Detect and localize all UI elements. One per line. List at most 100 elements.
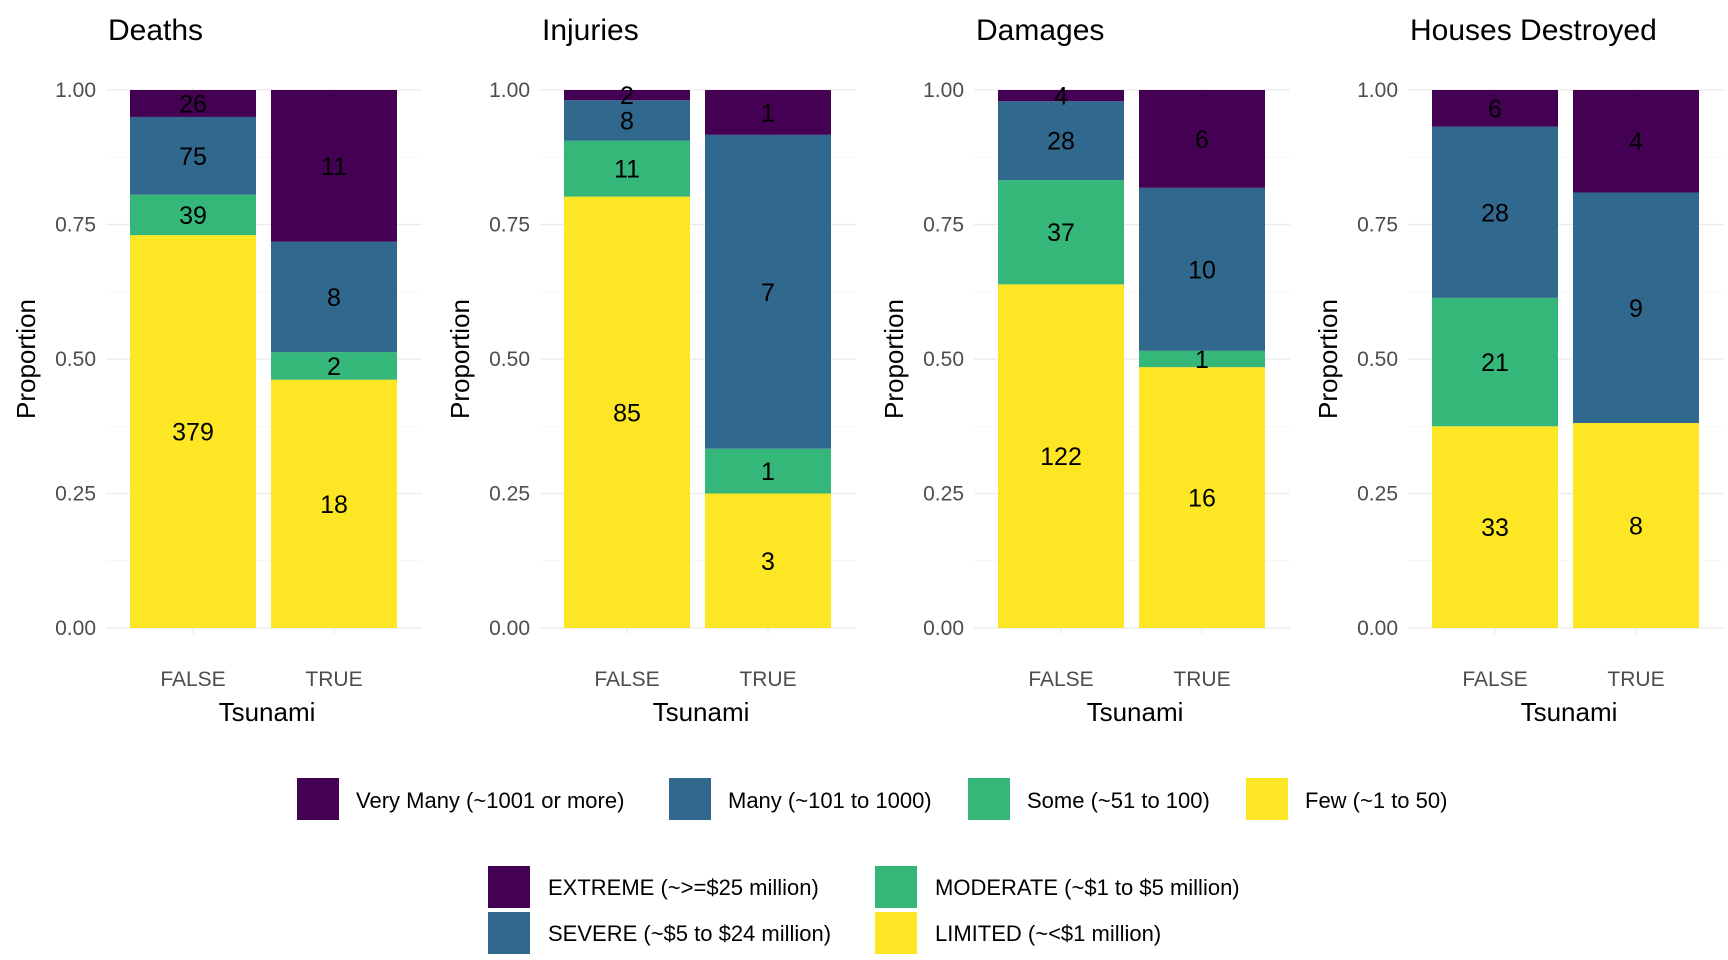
bar-value-label: 9 <box>1629 295 1643 323</box>
y-tick-label: 0.25 <box>489 483 530 506</box>
bar-segment <box>564 100 690 141</box>
bar-value-label: 10 <box>1188 256 1216 284</box>
legend-key <box>1246 778 1288 820</box>
x-tick-label: TRUE <box>1173 668 1230 691</box>
y-tick-label: 0.75 <box>55 214 96 237</box>
bar-segment <box>1573 423 1699 628</box>
bar-segment <box>998 90 1124 102</box>
panel-title: Injuries <box>542 14 639 47</box>
panel-title: Deaths <box>108 14 203 47</box>
x-axis-title: Tsunami <box>1087 697 1184 727</box>
legend-key <box>875 912 917 954</box>
bar-segment <box>1139 187 1265 351</box>
bar-value-label: 4 <box>1629 128 1643 156</box>
bar-segment <box>1139 90 1265 188</box>
bar-value-label: 8 <box>620 107 634 135</box>
bar-value-label: 21 <box>1481 349 1509 377</box>
legend-key <box>488 912 530 954</box>
y-tick-label: 0.25 <box>923 483 964 506</box>
bar-segment <box>564 140 690 197</box>
bar-value-label: 28 <box>1481 199 1509 227</box>
bar-value-label: 26 <box>179 90 207 118</box>
bar-value-label: 18 <box>320 491 348 519</box>
bar-value-label: 28 <box>1047 128 1075 156</box>
x-axis-title: Tsunami <box>219 697 316 727</box>
y-tick-label: 0.00 <box>1357 617 1398 640</box>
legend-label: Very Many (~1001 or more) <box>356 788 624 813</box>
bar-segment <box>705 90 831 135</box>
y-tick-label: 0.00 <box>55 617 96 640</box>
bar-value-label: 39 <box>179 202 207 230</box>
y-tick-label: 0.25 <box>55 483 96 506</box>
bar-value-label: 7 <box>761 279 775 307</box>
bar-segment <box>130 235 256 628</box>
bar-value-label: 85 <box>613 399 641 427</box>
bar-segment <box>271 90 397 242</box>
bar-segment <box>130 194 256 236</box>
bar-segment <box>271 379 397 628</box>
legend-label: MODERATE (~$1 to $5 million) <box>935 875 1240 900</box>
x-tick-label: FALSE <box>1462 668 1527 691</box>
bar-segment <box>1139 367 1265 628</box>
bar-segment <box>1573 192 1699 424</box>
bar-segment <box>564 90 690 101</box>
y-tick-label: 0.25 <box>1357 483 1398 506</box>
bar-value-label: 6 <box>1195 126 1209 154</box>
y-tick-label: 0.75 <box>1357 214 1398 237</box>
panel-title: Houses Destroyed <box>1410 14 1657 47</box>
y-axis-title: Proportion <box>1313 299 1343 419</box>
panel-title: Damages <box>976 14 1104 47</box>
bar-value-label: 6 <box>1488 95 1502 123</box>
legend-key <box>488 866 530 908</box>
bar-segment <box>271 352 397 380</box>
legend-label: EXTREME (~>=$25 million) <box>548 875 819 900</box>
bar-segment <box>705 134 831 449</box>
y-tick-label: 0.00 <box>489 617 530 640</box>
bar-segment <box>998 180 1124 285</box>
bar-segment <box>998 284 1124 628</box>
y-tick-label: 0.75 <box>489 214 530 237</box>
bar-segment <box>705 448 831 494</box>
y-axis-title: Proportion <box>445 299 475 419</box>
bar-segment <box>130 116 256 195</box>
y-tick-label: 1.00 <box>489 79 530 102</box>
y-axis-title: Proportion <box>11 299 41 419</box>
bar-value-label: 37 <box>1047 219 1075 247</box>
bar-segment <box>130 90 256 117</box>
y-tick-label: 1.00 <box>55 79 96 102</box>
bar-value-label: 2 <box>327 353 341 381</box>
x-tick-label: FALSE <box>1028 668 1093 691</box>
bar-segment <box>1432 126 1558 298</box>
y-axis-title: Proportion <box>879 299 909 419</box>
x-axis-title: Tsunami <box>1521 697 1618 727</box>
bar-value-label: 1 <box>1195 346 1209 374</box>
x-tick-label: TRUE <box>1607 668 1664 691</box>
x-tick-label: FALSE <box>160 668 225 691</box>
legend-label: Many (~101 to 1000) <box>728 788 932 813</box>
y-tick-label: 0.50 <box>55 348 96 371</box>
x-tick-label: TRUE <box>305 668 362 691</box>
bar-value-label: 3 <box>761 548 775 576</box>
legend-label: LIMITED (~<$1 million) <box>935 921 1161 946</box>
bar-value-label: 4 <box>1054 83 1068 111</box>
bar-segment <box>1432 297 1558 427</box>
y-tick-label: 0.50 <box>489 348 530 371</box>
bar-value-label: 1 <box>761 458 775 486</box>
bar-value-label: 33 <box>1481 514 1509 542</box>
x-tick-label: TRUE <box>739 668 796 691</box>
legend-label: Some (~51 to 100) <box>1027 788 1210 813</box>
bar-segment <box>1139 350 1265 368</box>
bar-value-label: 11 <box>614 156 640 184</box>
legend-key <box>875 866 917 908</box>
bar-segment <box>1573 90 1699 193</box>
bar-value-label: 16 <box>1188 485 1216 513</box>
y-tick-label: 1.00 <box>1357 79 1398 102</box>
bar-segment <box>998 101 1124 181</box>
y-tick-label: 0.50 <box>1357 348 1398 371</box>
bar-value-label: 8 <box>327 284 341 312</box>
bar-segment <box>705 493 831 628</box>
x-tick-label: FALSE <box>594 668 659 691</box>
y-tick-label: 0.75 <box>923 214 964 237</box>
legend-label: SEVERE (~$5 to $24 million) <box>548 921 831 946</box>
